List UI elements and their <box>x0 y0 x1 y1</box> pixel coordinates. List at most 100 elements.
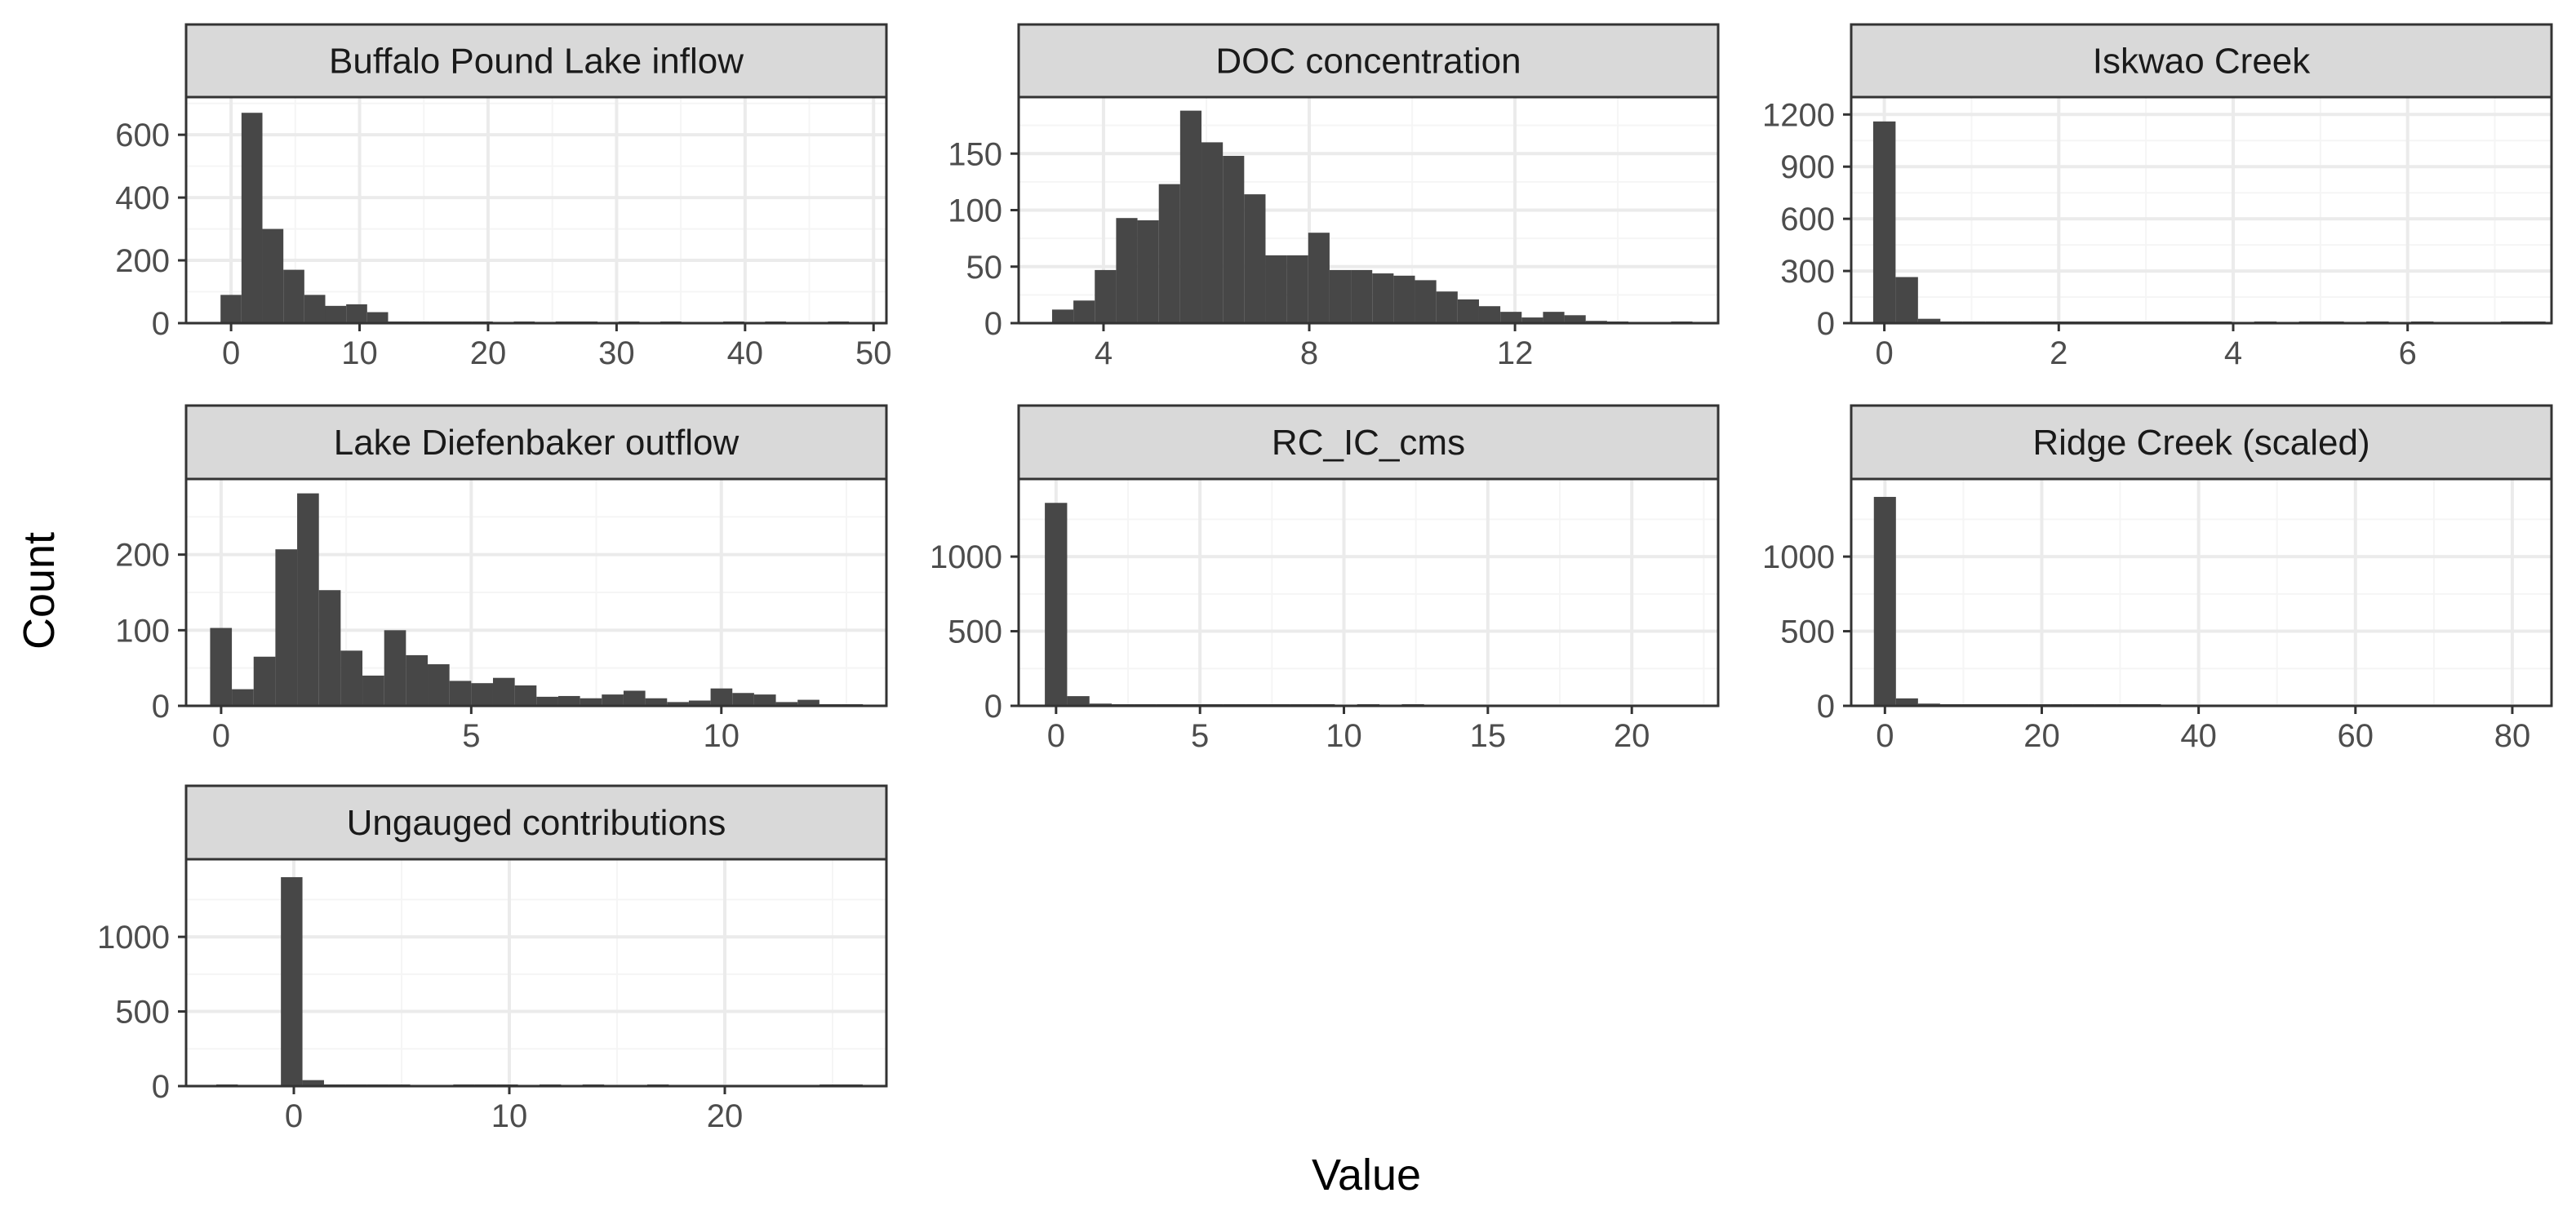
histogram-bar <box>241 113 263 323</box>
panel-background <box>1019 479 1718 706</box>
facet-ungauged-contributions: Ungauged contributions 0 10 20 0 500 1000 <box>97 784 888 1134</box>
histogram-bar <box>1543 312 1565 323</box>
x-tick-label: 5 <box>1191 718 1209 754</box>
facet-title: Iskwao Creek <box>2093 42 2312 82</box>
panel-border <box>1850 95 2553 325</box>
histogram-bar <box>302 1080 324 1086</box>
y-axis-title: Count <box>15 532 64 650</box>
facet-strip <box>1017 404 1720 481</box>
histogram-bar <box>1415 280 1437 323</box>
y-tick-label: 0 <box>1817 306 1835 342</box>
histogram-bar <box>253 656 276 706</box>
x-tick-label: 10 <box>491 1098 528 1134</box>
histogram-bar <box>1179 110 1202 323</box>
histogram-bar <box>1116 218 1138 323</box>
y-tick-label: 200 <box>115 243 170 279</box>
y-tick-label: 100 <box>115 613 170 649</box>
histogram-bar <box>325 305 347 323</box>
histogram-bar <box>732 693 754 706</box>
histogram-bar <box>1158 184 1180 323</box>
gridlines <box>1851 97 2552 325</box>
histogram-bar <box>428 664 450 706</box>
x-tick-label: 2 <box>2050 335 2067 371</box>
y-axis: 0 300 600 900 1200 <box>1762 97 1851 342</box>
y-tick-label: 1000 <box>1762 539 1835 575</box>
x-tick-label: 0 <box>1047 718 1065 754</box>
histogram-bar <box>1244 194 1266 323</box>
facet-title: Ungauged contributions <box>347 803 726 843</box>
histogram-bar <box>362 675 384 706</box>
x-tick-label: 10 <box>1326 718 1362 754</box>
histogram-bar <box>1873 496 1896 706</box>
x-tick-label: 50 <box>855 335 892 371</box>
histogram-bar <box>366 312 389 323</box>
histogram-bar <box>1329 269 1352 323</box>
histogram-bar <box>210 628 233 706</box>
y-axis: 0 50 100 150 <box>948 136 1019 342</box>
x-tick-label: 0 <box>222 335 240 371</box>
histogram-bar <box>557 695 580 706</box>
x-tick-label: 6 <box>2399 335 2417 371</box>
x-tick-label: 80 <box>2494 718 2531 754</box>
histogram-bar <box>1521 317 1543 323</box>
histogram-bar <box>1286 255 1308 323</box>
facet-strip <box>1850 23 2553 99</box>
histogram-bar <box>283 269 304 323</box>
histogram-bar <box>1895 277 1918 323</box>
y-tick-label: 600 <box>115 118 170 153</box>
panel-border <box>184 477 888 707</box>
facet-title: Buffalo Pound Lake inflow <box>329 42 744 82</box>
y-tick-label: 150 <box>948 136 1002 172</box>
x-tick-label: 20 <box>470 335 507 371</box>
histogram-bar <box>536 696 558 706</box>
facet-title: Lake Diefenbaker outflow <box>334 423 739 463</box>
histogram-bar <box>1895 698 1918 706</box>
y-axis: 0 500 1000 <box>97 920 186 1105</box>
y-tick-label: 100 <box>948 193 1002 229</box>
y-axis: 0 500 1000 <box>1762 539 1851 725</box>
histogram-bar <box>1457 299 1479 323</box>
histogram-bar <box>1500 312 1522 323</box>
panel-border <box>184 95 888 325</box>
y-tick-label: 200 <box>115 538 170 574</box>
facet-strip <box>184 23 888 99</box>
panel-border <box>1017 477 1720 707</box>
facet-ridge-creek-scaled: Ridge Creek (scaled) 0 20 40 60 80 0 500 1000 <box>1762 404 2553 754</box>
x-tick-label: 4 <box>1095 335 1113 371</box>
x-tick-label: 8 <box>1300 335 1318 371</box>
histogram-bar <box>297 493 319 706</box>
histogram-bar <box>346 304 367 323</box>
x-tick-label: 4 <box>2224 335 2242 371</box>
facet-title: DOC concentration <box>1215 42 1521 82</box>
x-tick-label: 10 <box>341 335 378 371</box>
histogram-bar <box>304 295 326 323</box>
histogram-bar <box>1201 142 1224 323</box>
x-tick-label: 20 <box>2023 718 2060 754</box>
x-axis: 0 20 40 60 80 <box>1876 706 2530 754</box>
histogram-bar <box>492 677 515 706</box>
y-tick-label: 0 <box>1817 689 1835 725</box>
facet-buffalo-pound-lake-inflow: Buffalo Pound Lake inflow 0 10 20 30 40 50 0 200… <box>115 23 892 371</box>
histogram-bar <box>1564 315 1586 323</box>
x-tick-label: 40 <box>727 335 764 371</box>
x-axis: 0 10 20 <box>285 1086 743 1134</box>
histogram-bar <box>262 228 284 323</box>
histogram-bar <box>667 702 689 706</box>
histogram-bar <box>580 698 602 706</box>
histogram-bars <box>1051 110 1693 323</box>
y-tick-label: 500 <box>948 614 1002 650</box>
y-tick-label: 0 <box>984 689 1002 725</box>
histogram-bar <box>602 694 624 706</box>
y-axis: 0 200 400 600 <box>115 118 186 342</box>
facet-title: Ridge Creek (scaled) <box>2032 423 2369 463</box>
histogram-bar <box>1137 220 1159 323</box>
x-tick-label: 10 <box>704 718 740 754</box>
y-tick-label: 300 <box>1780 254 1835 290</box>
y-tick-label: 0 <box>152 306 170 342</box>
histogram-bar <box>220 295 242 323</box>
x-tick-label: 30 <box>598 335 635 371</box>
histogram-bar <box>1045 503 1068 706</box>
y-tick-label: 900 <box>1780 149 1835 185</box>
facet-doc-concentration: DOC concentration 4 8 12 0 50 100 150 <box>948 23 1720 371</box>
y-tick-label: 500 <box>1780 614 1835 650</box>
